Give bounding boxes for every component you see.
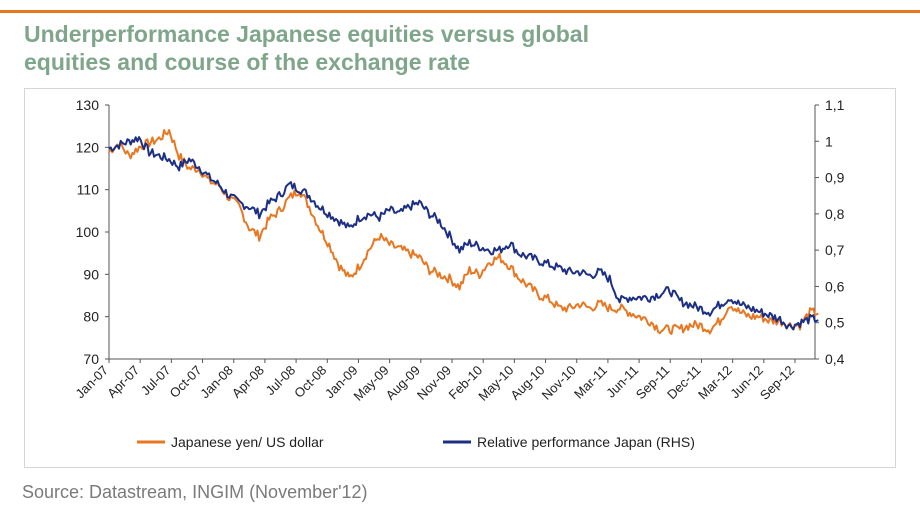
y-left-tick-label: 70 <box>83 351 99 367</box>
line-chart: 130 120 110 100 90 80 70 1,1 1 0,9 0,8 0,7 0,6 0,5 0,4… <box>72 97 845 450</box>
series-line-yen-usd <box>108 129 819 335</box>
y-left-tick-label: 80 <box>83 309 99 325</box>
y-right-tick-label: 0,5 <box>825 315 845 331</box>
legend-label-yen-usd: Japanese yen/ US dollar <box>171 434 324 450</box>
x-tick-label: Aug-09 <box>383 363 423 403</box>
x-tick-label: Mar-12 <box>695 363 735 403</box>
y-right-tick-label: 1 <box>825 133 833 149</box>
x-tick-label: Nov-09 <box>414 363 454 403</box>
y-right-tick-label: 0,8 <box>825 206 845 222</box>
top-accent-rule <box>0 10 920 13</box>
x-tick-label: Apr-08 <box>229 363 267 401</box>
x-tick-label: May-10 <box>475 363 516 404</box>
x-tick-label: Sep-11 <box>633 363 673 403</box>
legend-label-relative-performance: Relative performance Japan (RHS) <box>477 434 695 450</box>
x-tick-label: Apr-07 <box>104 363 142 401</box>
source-note: Source: Datastream, INGIM (November'12) <box>22 482 368 502</box>
series-line-relative-performance <box>108 136 819 331</box>
x-tick-label: Oct-08 <box>291 363 329 401</box>
x-tick-label: Mar-11 <box>571 363 610 402</box>
x-tick-label: Oct-07 <box>166 363 204 401</box>
y-right-tick-label: 0,7 <box>825 242 845 258</box>
x-tick-label: May-09 <box>350 363 391 404</box>
y-left-tick-label: 100 <box>76 224 100 240</box>
title-line-1: Underperformance Japanese equities versu… <box>24 21 589 47</box>
y-right-tick-label: 0,6 <box>825 278 845 294</box>
x-tick-label: Jan-07 <box>72 363 111 402</box>
y-left-tick-label: 130 <box>76 97 100 113</box>
y-left-tick-label: 110 <box>77 182 100 198</box>
x-tick-label: Nov-10 <box>539 363 579 403</box>
chart-frame: 130 120 110 100 90 80 70 1,1 1 0,9 0,8 0,7 0,6 0,5 0,4… <box>24 88 896 468</box>
x-tick-label: Sep-12 <box>757 363 797 403</box>
x-tick-label: Dec-11 <box>664 363 704 403</box>
x-tick-label: Aug-10 <box>507 363 547 403</box>
y-right-tick-label: 1,1 <box>825 97 845 113</box>
page-title: Underperformance Japanese equities versu… <box>24 20 884 76</box>
y-right-tick-label: 0,4 <box>825 351 845 367</box>
y-right-tick-label: 0,9 <box>825 170 845 186</box>
x-tick-label: Jan-08 <box>197 363 236 402</box>
title-line-2: equities and course of the exchange rate <box>24 49 471 75</box>
y-left-tick-label: 90 <box>83 266 99 282</box>
y-left-tick-label: 120 <box>76 139 100 155</box>
